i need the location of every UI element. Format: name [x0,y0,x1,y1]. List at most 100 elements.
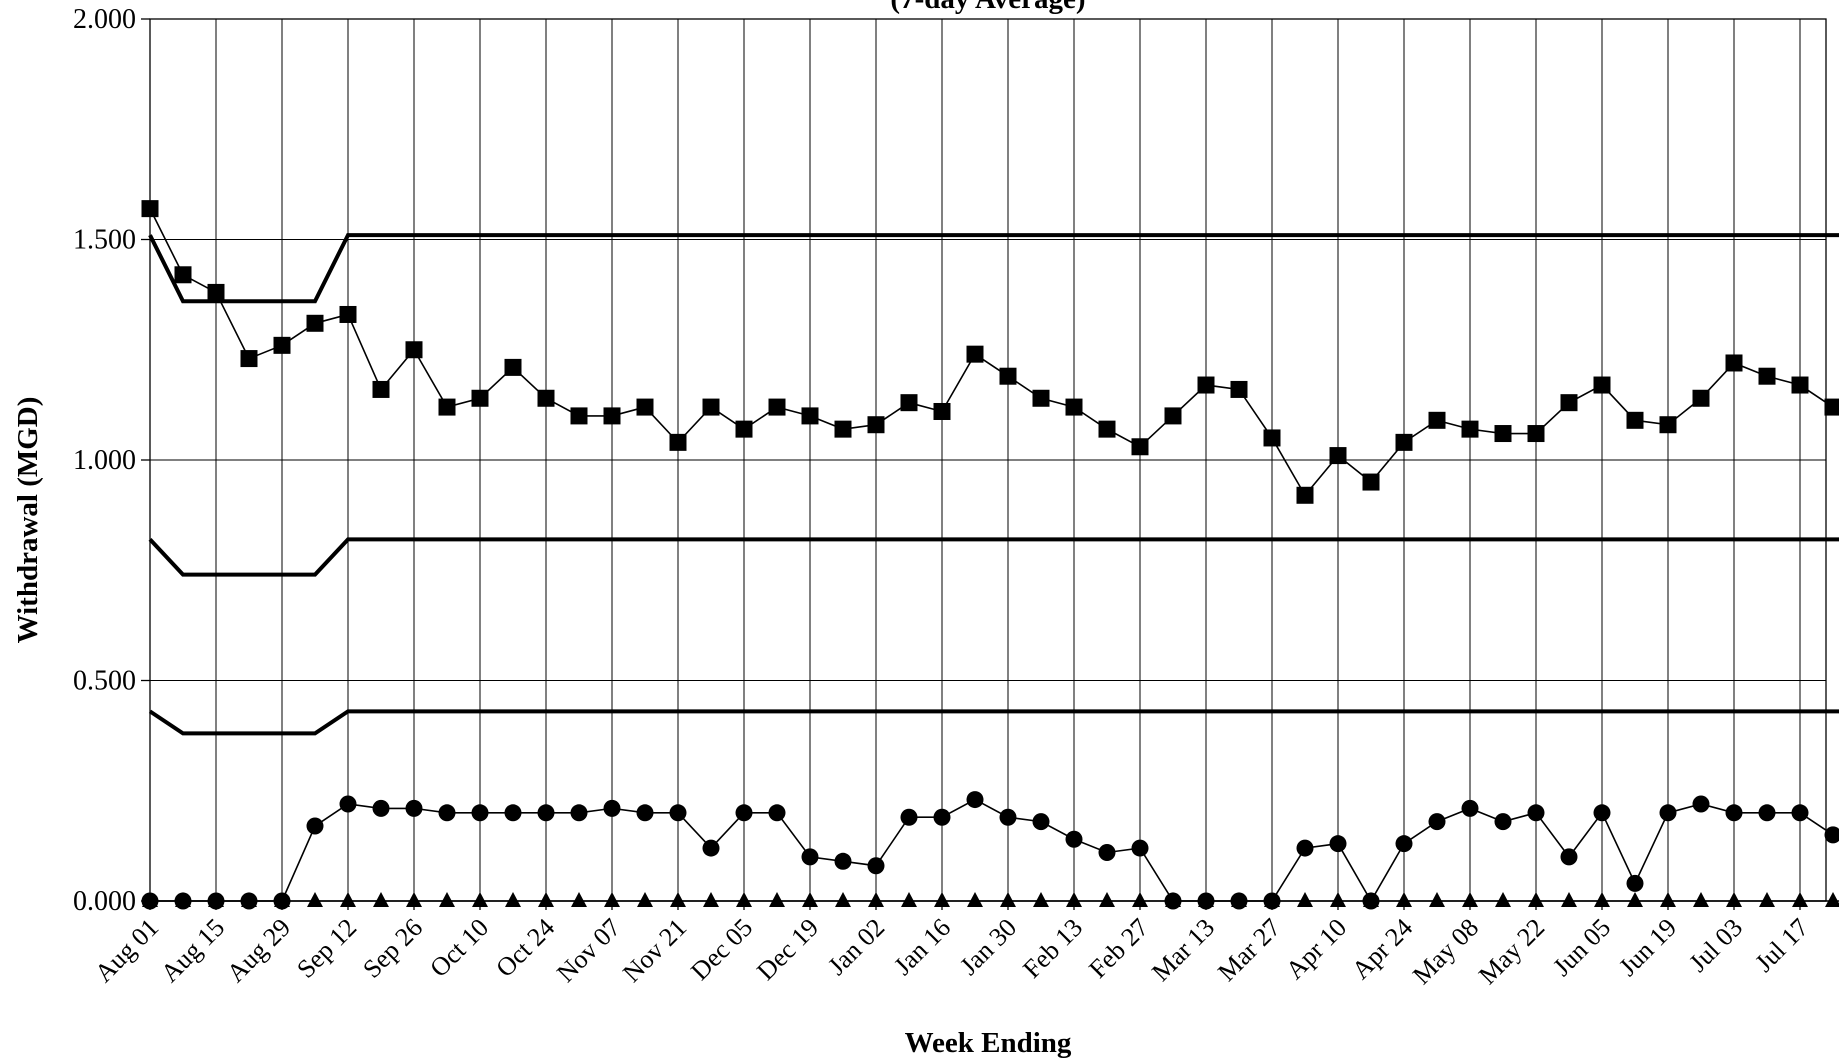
series-5 [148,537,1839,577]
triangle-marker [538,892,554,907]
square-marker [1758,367,1776,385]
x-tick-label: Dec 19 [751,913,824,986]
triangle-marker [274,892,290,907]
circle-marker [966,791,984,809]
square-marker [1362,473,1380,491]
triangle-marker [175,892,191,907]
square-marker [966,345,984,363]
circle-marker [438,804,456,822]
square-marker [174,266,192,284]
triangle-marker [1693,892,1709,907]
y-axis: 0.000 0.500 1.000 1.500 2.000 [73,4,150,917]
triangle-marker [736,892,752,907]
square-marker [702,398,720,416]
square-marker [867,416,885,434]
square-marker [1791,376,1809,394]
x-tick-label: Jan 30 [954,913,1022,981]
triangle-marker [241,892,257,907]
x-tick-label: Mar 13 [1146,913,1220,987]
triangle-marker [967,892,983,907]
triangle-marker [1363,892,1379,907]
circle-marker [537,804,555,822]
triangle-marker [307,892,323,907]
circle-marker [1692,795,1710,813]
square-marker [1692,389,1710,407]
square-marker [1428,411,1446,429]
circle-marker [1098,843,1116,861]
square-marker [1725,354,1743,372]
y-tick-label: 2.000 [73,4,136,35]
triangle-marker [1396,892,1412,907]
circle-marker [1296,839,1314,857]
square-marker [603,407,621,425]
triangle-marker [1231,892,1247,907]
x-tick-label: Aug 01 [89,913,164,988]
square-marker [141,200,159,218]
circle-marker [1560,848,1578,866]
x-tick-label: May 22 [1473,913,1550,990]
series-line [148,709,1839,736]
series-6 [148,709,1839,736]
square-marker [471,389,489,407]
x-tick-label: Nov 21 [617,913,692,988]
square-marker [438,398,456,416]
series-2 [141,791,1839,910]
square-marker [207,283,225,301]
x-tick-label: Sep 12 [291,913,362,984]
square-marker [405,341,423,359]
circle-marker [999,808,1017,826]
circle-marker [801,848,819,866]
circle-marker [768,804,786,822]
circle-marker [1131,839,1149,857]
plot-area [149,18,1827,902]
x-tick-label: Jan 16 [888,913,956,981]
triangle-marker [835,892,851,907]
x-tick-label: Nov 07 [551,913,626,988]
triangle-marker [1495,892,1511,907]
circle-marker [702,839,720,857]
triangle-marker [1297,892,1313,907]
square-marker [372,380,390,398]
series-line [150,798,1834,903]
chart-title: (7-day Average) [890,0,1085,15]
x-tick-label: Jun 05 [1547,913,1616,982]
triangle-marker [1198,892,1214,907]
square-marker [1461,420,1479,438]
square-marker [1263,429,1281,447]
square-marker [735,420,753,438]
x-tick-label: Oct 10 [424,913,494,983]
circle-marker [1659,804,1677,822]
triangle-marker [901,892,917,907]
circle-marker [1824,826,1839,844]
circle-marker [1626,874,1644,892]
circle-marker [1725,804,1743,822]
square-marker [900,394,918,412]
series-4 [148,233,1839,304]
x-tick-label: Jan 02 [822,913,890,981]
circle-marker [306,817,324,835]
square-marker [1164,407,1182,425]
square-marker [504,358,522,376]
circle-marker [339,795,357,813]
circle-marker [900,808,918,826]
triangle-marker [1066,892,1082,907]
x-tick-label: Jul 17 [1749,913,1814,978]
square-marker [570,407,588,425]
circle-marker [504,804,522,822]
triangle-marker [1429,892,1445,907]
triangle-marker [637,892,653,907]
triangle-marker [1099,892,1115,907]
square-marker [339,305,357,323]
x-tick-label: Sep 26 [357,913,428,984]
square-marker [801,407,819,425]
x-tick-label: Aug 29 [221,913,296,988]
square-marker [1065,398,1083,416]
triangle-marker [1165,892,1181,907]
circle-marker [1527,804,1545,822]
x-tick-label: Feb 13 [1017,913,1088,984]
triangle-marker [1726,892,1742,907]
series-line [149,208,1834,497]
triangle-marker [1825,892,1839,907]
